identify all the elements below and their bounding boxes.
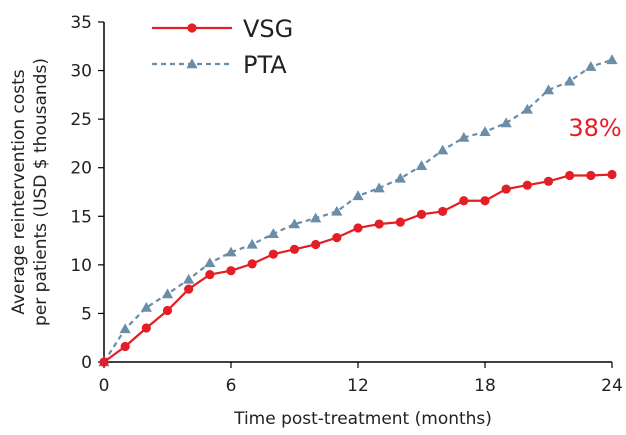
data-point-vsg — [247, 259, 257, 269]
data-point-pta — [331, 205, 343, 216]
data-point-vsg — [311, 239, 321, 250]
y-tick-label: 25 — [70, 110, 92, 130]
data-point-pta — [373, 182, 385, 193]
data-point-vsg — [438, 206, 448, 217]
data-point-pta — [564, 75, 576, 86]
data-point-vsg — [332, 233, 342, 243]
legend-marker-pta — [186, 58, 198, 69]
x-tick-label: 6 — [226, 376, 237, 396]
y-axis-title-line: Average reintervention costs — [9, 69, 29, 314]
legend-label-pta: PTA — [243, 51, 287, 79]
legend-entry-vsg: VSG — [152, 15, 293, 43]
legend-marker-vsg — [187, 23, 197, 33]
data-point-vsg — [586, 170, 596, 181]
series-line-pta — [103, 58, 613, 363]
series-vsg — [99, 169, 617, 367]
data-point-vsg — [268, 249, 278, 259]
data-point-pta — [352, 190, 364, 201]
data-point-vsg — [374, 219, 384, 229]
data-point-vsg — [416, 209, 427, 219]
x-tick-label: 0 — [99, 376, 110, 396]
data-point-vsg — [184, 284, 194, 294]
data-point-pta — [500, 117, 512, 128]
data-point-vsg — [205, 269, 215, 280]
data-point-pta — [288, 218, 301, 229]
data-point-vsg — [543, 176, 554, 186]
tick-labels: 0 5 10 15 20 25 30 35 0 6 12 18 24 — [70, 13, 622, 396]
data-point-pta — [479, 126, 491, 136]
data-point-vsg — [459, 196, 469, 206]
series-layer — [98, 54, 618, 367]
data-point-vsg — [226, 266, 236, 276]
data-point-pta — [394, 172, 406, 183]
data-point-vsg — [162, 305, 173, 316]
y-tick-label: 5 — [81, 304, 92, 324]
data-point-pta — [310, 212, 322, 223]
x-tick-label: 18 — [474, 376, 496, 396]
data-point-vsg — [289, 244, 300, 254]
data-point-pta — [521, 103, 533, 114]
data-point-vsg — [141, 323, 151, 333]
legend-label-vsg: VSG — [243, 15, 293, 43]
data-point-vsg — [501, 184, 511, 194]
data-point-vsg — [565, 170, 575, 181]
data-point-pta — [161, 288, 174, 299]
y-tick-label: 10 — [70, 256, 92, 276]
data-point-vsg — [395, 217, 405, 227]
y-tick-label: 35 — [70, 13, 92, 33]
data-point-vsg — [480, 196, 490, 206]
legend: VSG PTA — [152, 15, 293, 79]
y-axis-title: Average reintervention costs per patients… — [9, 58, 51, 326]
data-point-pta — [267, 228, 279, 238]
data-point-vsg — [120, 341, 130, 352]
x-axis-title: Time post-treatment (months) — [233, 409, 492, 429]
data-point-pta — [183, 273, 195, 284]
x-tick-label: 12 — [347, 376, 369, 396]
y-tick-label: 30 — [70, 62, 92, 82]
data-point-pta — [585, 61, 597, 71]
data-point-vsg — [607, 169, 617, 180]
data-point-pta — [246, 238, 258, 249]
data-point-pta — [437, 144, 449, 155]
legend-entry-pta: PTA — [152, 51, 287, 79]
series-line-vsg — [103, 173, 613, 363]
y-tick-label: 0 — [81, 353, 92, 373]
data-point-vsg — [522, 180, 532, 190]
y-tick-label: 15 — [70, 207, 92, 227]
data-point-pta — [204, 257, 216, 268]
y-tick-label: 20 — [70, 159, 92, 179]
data-point-pta — [140, 302, 152, 312]
y-axis-title-line: per patients (USD $ thousands) — [31, 58, 51, 326]
annotation-38-percent: 38% — [568, 114, 621, 142]
data-point-pta — [225, 246, 237, 257]
series-pta — [98, 54, 618, 367]
data-point-vsg — [99, 357, 109, 367]
data-point-pta — [542, 84, 555, 95]
x-tick-label: 24 — [601, 376, 623, 396]
data-point-pta — [415, 160, 428, 170]
data-point-pta — [458, 132, 470, 142]
data-point-vsg — [353, 223, 363, 233]
data-point-pta — [119, 323, 131, 334]
data-point-pta — [606, 54, 618, 65]
